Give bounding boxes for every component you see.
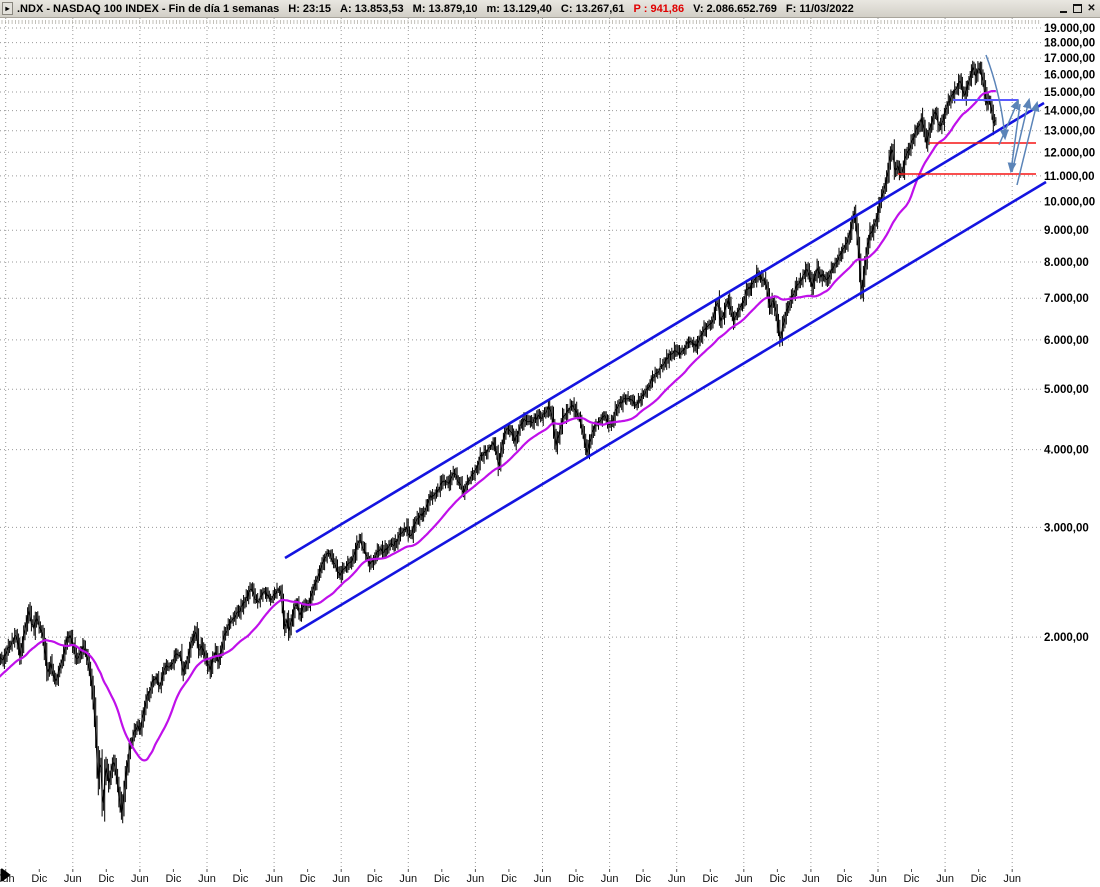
x-axis-label: Dic (836, 873, 852, 885)
x-axis-label: Dic (434, 873, 450, 885)
x-axis-label: Dic (165, 873, 181, 885)
minimize-button[interactable] (1057, 3, 1070, 14)
y-axis-label: 14.000,00 (1044, 106, 1095, 118)
x-axis-label: Dic (501, 873, 517, 885)
y-axis-label: 10.000,00 (1044, 197, 1095, 209)
x-axis-label: Jun (399, 873, 417, 885)
x-axis-label: Jun (802, 873, 820, 885)
y-axis-label: 7.000,00 (1044, 293, 1089, 305)
y-axis-label: 12.000,00 (1044, 147, 1095, 159)
window-titlebar[interactable]: ▸ .NDX - NASDAQ 100 INDEX - Fin de día 1… (0, 0, 1100, 18)
trend-channel-lower-line[interactable] (295, 180, 1047, 634)
minimize-icon (1060, 11, 1067, 13)
x-axis-label: Dic (98, 873, 114, 885)
projection-arrow-3[interactable] (1007, 103, 1021, 174)
y-axis-label: 13.000,00 (1044, 126, 1095, 138)
x-axis-label: Jun (198, 873, 216, 885)
x-axis-label: Dic (769, 873, 785, 885)
y-axis-label: 9.000,00 (1044, 225, 1089, 237)
x-axis-label: Jun (936, 873, 954, 885)
trend-channel-upper-line[interactable] (284, 101, 1045, 560)
x-axis-label: Jun (601, 873, 619, 885)
titlebar-text: .NDX - NASDAQ 100 INDEX - Fin de día 1 s… (17, 3, 1057, 15)
top-ruler-ticks (1, 20, 1040, 24)
y-axis-label: 8.000,00 (1044, 257, 1089, 269)
scroll-left-history-arrow-icon[interactable] (0, 868, 11, 882)
moving-average-line (0, 90, 997, 762)
projection-arrow-4[interactable] (1011, 97, 1032, 173)
y-axis-label: 16.000,00 (1044, 70, 1095, 82)
x-axis-label: Dic (568, 873, 584, 885)
projection-arrow-1[interactable] (985, 54, 1009, 141)
y-axis-label: 4.000,00 (1044, 445, 1089, 457)
quote-field-c: C: 13.267,61 (560, 2, 625, 15)
quote-field-m: m: 13.129,40 (486, 2, 552, 15)
y-axis-label: 5.000,00 (1044, 384, 1089, 396)
quote-field-f: F: 11/03/2022 (785, 2, 854, 15)
quote-field-a: A: 13.853,53 (340, 2, 404, 15)
x-axis-label: Dic (233, 873, 249, 885)
x-axis-label: Jun (534, 873, 552, 885)
x-axis-label: Jun (735, 873, 753, 885)
y-axis-label: 18.000,00 (1044, 38, 1095, 50)
quote-field-m: M: 13.879,10 (412, 2, 478, 15)
x-axis-label: Jun (869, 873, 887, 885)
price-weekly-bars (0, 60, 997, 824)
projection-arrow-2[interactable] (998, 98, 1019, 146)
projection-arrow-5[interactable] (1016, 100, 1040, 186)
quote-field-v: V: 2.086.652.769 (693, 2, 777, 15)
quote-field-p: P : 941,86 (633, 2, 685, 15)
maximize-icon (1073, 4, 1082, 13)
quote-field-h: H: 23:15 (288, 2, 332, 15)
x-axis-label: Jun (467, 873, 485, 885)
x-axis-label: Jun (1003, 873, 1021, 885)
x-axis-label: Jun (64, 873, 82, 885)
x-axis-label: Dic (702, 873, 718, 885)
price-series-group (0, 60, 997, 824)
chart-title: .NDX - NASDAQ 100 INDEX - Fin de día 1 s… (17, 2, 280, 15)
window-controls: ✕ (1057, 3, 1098, 14)
x-axis-label: Jun (332, 873, 350, 885)
x-axis-label: Dic (367, 873, 383, 885)
y-axis-label: 11.000,00 (1044, 171, 1095, 183)
price-close-line (0, 66, 996, 813)
x-axis-label: Jun (131, 873, 149, 885)
x-axis-label: Dic (904, 873, 920, 885)
y-axis-label: 6.000,00 (1044, 335, 1089, 347)
x-axis-label: Jun (668, 873, 686, 885)
window-system-icon[interactable]: ▸ (2, 2, 13, 15)
y-axis-label: 17.000,00 (1044, 53, 1095, 65)
close-icon: ✕ (1087, 3, 1096, 14)
y-axis-label: 15.000,00 (1044, 87, 1095, 99)
maximize-button[interactable] (1071, 3, 1084, 14)
close-button[interactable]: ✕ (1085, 3, 1098, 14)
y-axis-label: 19.000,00 (1044, 23, 1095, 35)
y-axis-label: 2.000,00 (1044, 632, 1089, 644)
x-axis-label: Dic (971, 873, 987, 885)
y-axis-label: 3.000,00 (1044, 522, 1089, 534)
x-axis-label: Jun (265, 873, 283, 885)
x-axis-label: Dic (635, 873, 651, 885)
x-axis-label: Dic (300, 873, 316, 885)
x-axis-label: Dic (31, 873, 47, 885)
